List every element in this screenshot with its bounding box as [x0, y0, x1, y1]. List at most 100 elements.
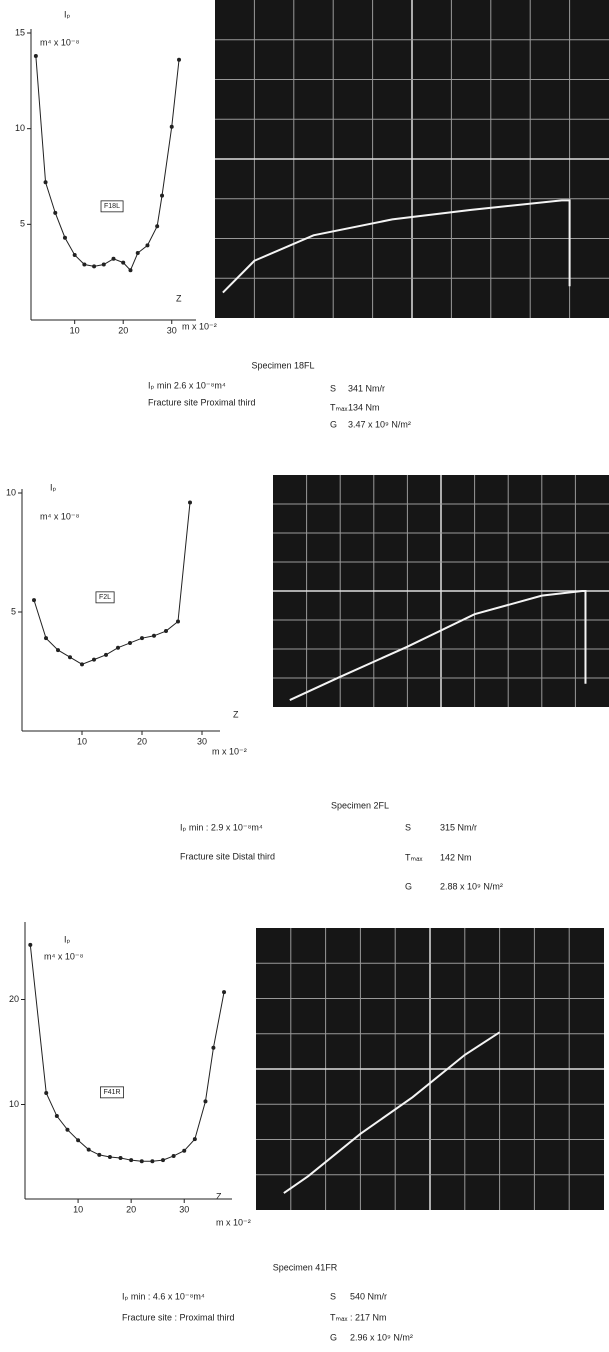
y-tick-label: 10 — [6, 487, 16, 497]
point — [92, 264, 96, 268]
point — [170, 125, 174, 129]
x-tick-label: 10 — [73, 1204, 83, 1214]
annotation: F41R — [103, 1089, 120, 1096]
x-tick-label: 20 — [126, 1204, 136, 1214]
x-label-unit: m x 10⁻² — [216, 1217, 251, 1227]
line — [34, 503, 190, 665]
point — [121, 261, 125, 265]
point — [193, 1137, 197, 1141]
point — [164, 629, 168, 633]
y-label: Iₚ — [64, 9, 71, 19]
point — [73, 253, 77, 257]
point — [222, 990, 226, 994]
x-tick-label: 30 — [167, 325, 177, 335]
y-tick-label: 10 — [15, 123, 25, 133]
fracture-site: Fracture site Proximal third — [148, 397, 256, 407]
param-value: 142 Nm — [440, 852, 472, 862]
point — [65, 1128, 69, 1132]
x-tick-label: 10 — [77, 736, 87, 746]
point — [82, 263, 86, 267]
annotation: F2L — [99, 594, 111, 601]
x-label: Z — [233, 709, 239, 719]
point — [63, 236, 67, 240]
point — [55, 1114, 59, 1118]
point — [136, 251, 140, 255]
y-tick-label: 5 — [20, 219, 25, 229]
fracture-site: Fracture site Distal third — [180, 851, 275, 861]
y-label: Iₚ — [64, 934, 71, 944]
point — [80, 662, 84, 666]
ip-min: Iₚ min : 2.9 x 10⁻⁸m⁴ — [180, 822, 263, 832]
point — [129, 1158, 133, 1162]
param-value: 2.96 x 10⁹ N/m² — [350, 1332, 413, 1342]
param-name: G — [330, 419, 337, 429]
point — [44, 636, 48, 640]
point — [140, 1159, 144, 1163]
point — [203, 1099, 207, 1103]
point — [53, 211, 57, 215]
point — [161, 1158, 165, 1162]
x-label: Z — [216, 1191, 222, 1201]
point — [68, 655, 72, 659]
x-tick-label: 30 — [197, 736, 207, 746]
y-tick-label: 20 — [9, 994, 19, 1004]
point — [160, 194, 164, 198]
point — [44, 180, 48, 184]
param-value: : 217 Nm — [350, 1312, 387, 1322]
point — [44, 1091, 48, 1095]
figure: 5 10 15 10 20 30 Iₚ m⁴ x 10⁻⁸ Zm x 10⁻² F18L 5 10 10… — [0, 0, 609, 1352]
fracture-site: Fracture site : Proximal third — [122, 1312, 235, 1322]
point — [182, 1149, 186, 1153]
y-label: Iₚ — [50, 482, 57, 492]
point — [172, 1154, 176, 1158]
point — [150, 1159, 154, 1163]
point — [92, 658, 96, 662]
point — [211, 1046, 215, 1050]
y-label-unit: m⁴ x 10⁻⁸ — [40, 37, 80, 47]
annotation: F18L — [104, 203, 120, 210]
line — [36, 56, 179, 270]
param-value: 2.88 x 10⁹ N/m² — [440, 881, 503, 891]
point — [34, 54, 38, 58]
x-tick-label: 20 — [118, 325, 128, 335]
param-name: Tₘₐₓ — [330, 1312, 347, 1322]
point — [152, 634, 156, 638]
point — [104, 653, 108, 657]
y-tick-label: 10 — [9, 1099, 19, 1109]
x-tick-label: 10 — [70, 325, 80, 335]
x-label-unit: m x 10⁻² — [212, 746, 247, 756]
point — [155, 224, 159, 228]
point — [140, 636, 144, 640]
param-name: G — [405, 881, 412, 891]
x-tick-label: 20 — [137, 736, 147, 746]
specimen-title: Specimen 41FR — [273, 1262, 338, 1272]
line — [30, 945, 224, 1161]
param-name: Tₘₐₓ — [405, 852, 422, 862]
param-name: S — [330, 1291, 336, 1301]
x-label-unit: m x 10⁻² — [182, 321, 217, 331]
specimen-title: Specimen 18FL — [251, 360, 314, 370]
point — [102, 263, 106, 267]
point — [56, 648, 60, 652]
point — [145, 243, 149, 247]
point — [28, 943, 32, 947]
y-label-unit: m⁴ x 10⁻⁸ — [40, 511, 80, 521]
x-tick-label: 30 — [179, 1204, 189, 1214]
param-value: 3.47 x 10⁹ N/m² — [348, 419, 411, 429]
y-tick-label: 5 — [11, 606, 16, 616]
point — [116, 646, 120, 650]
param-name: S — [330, 383, 336, 393]
param-name: Tₘₐₓ — [330, 402, 347, 412]
point — [128, 268, 132, 272]
point — [97, 1153, 101, 1157]
ip-min: Iₚ min 2.6 x 10⁻⁸m⁴ — [148, 380, 226, 390]
specimen-title: Specimen 2FL — [331, 800, 389, 810]
point — [128, 641, 132, 645]
y-tick-label: 15 — [15, 27, 25, 37]
param-value: 315 Nm/r — [440, 822, 477, 832]
point — [188, 501, 192, 505]
point — [76, 1138, 80, 1142]
point — [176, 620, 180, 624]
y-label-unit: m⁴ x 10⁻⁸ — [44, 951, 84, 961]
ip-min: Iₚ min : 4.6 x 10⁻⁸m⁴ — [122, 1291, 205, 1301]
